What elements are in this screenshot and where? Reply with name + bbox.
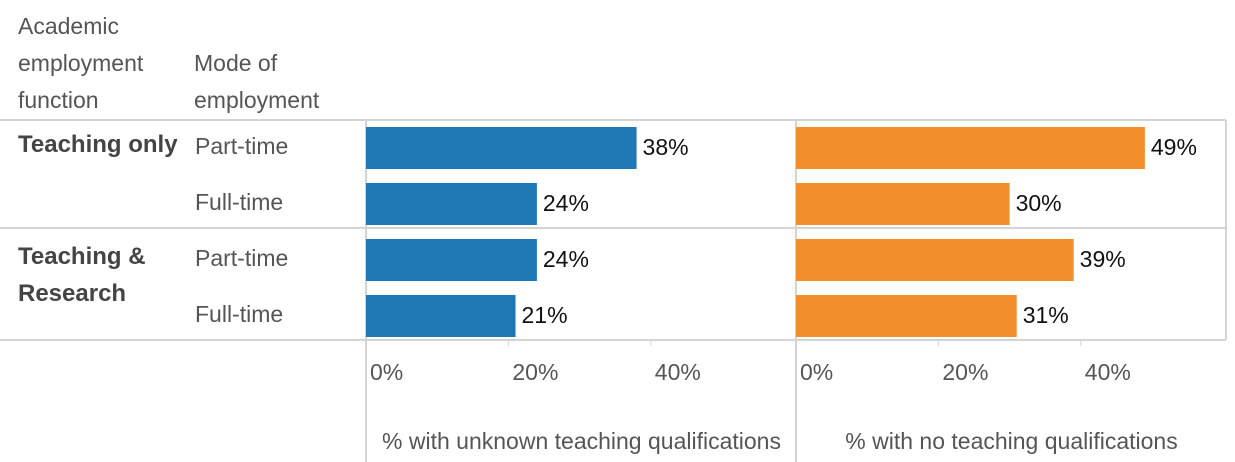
x-tick-label: 20% — [512, 359, 558, 385]
value-label: 49% — [1151, 134, 1197, 160]
value-label: 31% — [1023, 302, 1069, 328]
row-header-title: Mode of employment — [194, 50, 320, 113]
category-label: Full-time — [195, 189, 283, 215]
group-label: Teaching & Research — [18, 243, 146, 307]
group-label-wrap: Teaching & Research — [18, 243, 146, 307]
value-label: 21% — [522, 302, 568, 328]
row-header-title: Academic employment function — [18, 13, 144, 113]
bar — [366, 239, 537, 281]
bar — [796, 239, 1074, 281]
x-tick-label: 20% — [942, 359, 988, 385]
x-tick-label: 40% — [1085, 359, 1131, 385]
bar — [796, 295, 1017, 337]
category-label: Part-time — [195, 245, 288, 271]
x-axis-title: % with unknown teaching qualifications — [382, 428, 781, 454]
x-axis-title-wrap: % with no teaching qualifications — [845, 428, 1178, 454]
x-axis-title: % with no teaching qualifications — [845, 428, 1178, 454]
x-tick-label: 40% — [655, 359, 701, 385]
row-header-title-wrap: Mode of employment — [194, 50, 320, 113]
value-label: 24% — [543, 190, 589, 216]
group-label: Teaching only — [18, 131, 178, 158]
bar — [796, 183, 1010, 225]
bar — [366, 183, 537, 225]
x-tick-label: 0% — [370, 359, 403, 385]
frame — [0, 119, 1227, 462]
value-label: 39% — [1080, 246, 1126, 272]
value-label: 30% — [1016, 190, 1062, 216]
category-label: Part-time — [195, 133, 288, 159]
x-tick-label: 0% — [800, 359, 833, 385]
bar — [796, 127, 1145, 169]
bar — [366, 295, 516, 337]
row-header-title-wrap: Academic employment function — [18, 13, 144, 113]
group-label-wrap: Teaching only — [18, 131, 178, 158]
value-label: 38% — [643, 134, 689, 160]
value-label: 24% — [543, 246, 589, 272]
x-axis-title-wrap: % with unknown teaching qualifications — [382, 428, 781, 454]
bar — [366, 127, 637, 169]
category-label: Full-time — [195, 301, 283, 327]
